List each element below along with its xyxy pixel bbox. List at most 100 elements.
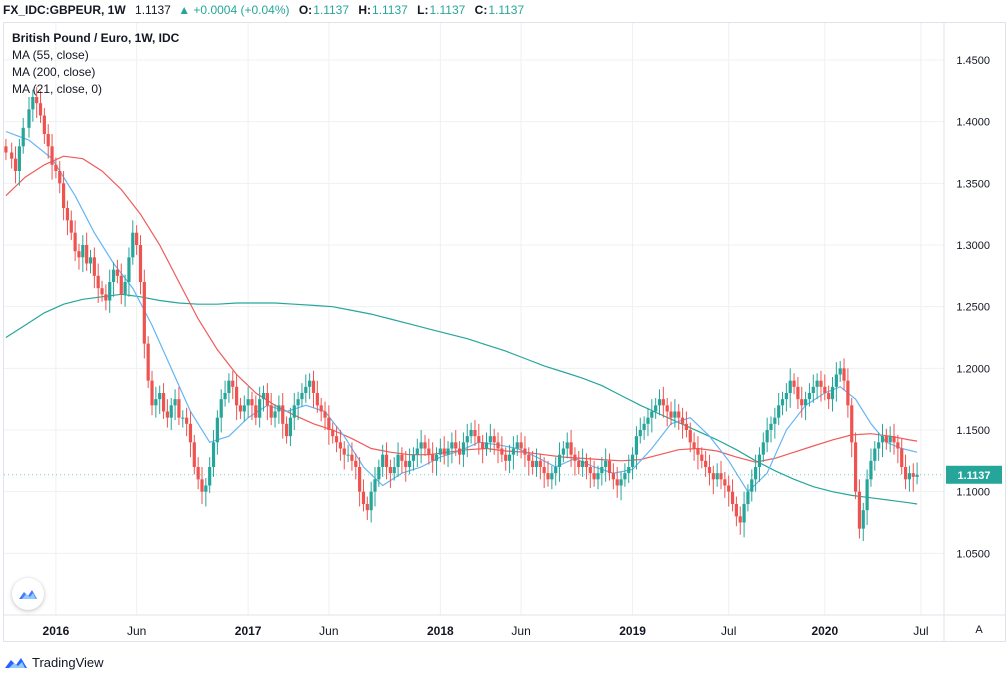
brand-name[interactable]: TradingView: [32, 654, 104, 670]
candle-body: [515, 442, 519, 449]
legend-ma55[interactable]: MA (55, close): [12, 48, 89, 62]
candle-body: [519, 442, 523, 449]
candle-body: [915, 474, 919, 477]
last-price: 1.1137: [135, 3, 171, 17]
candle-body: [38, 103, 43, 116]
y-tick-label: 1.1000: [956, 487, 990, 499]
candle-body: [388, 467, 392, 474]
candle-body: [161, 393, 166, 412]
symbol-title[interactable]: FX_IDC:GBPEUR, 1W: [3, 3, 126, 17]
candle-body: [365, 504, 369, 511]
tradingview-logo-button[interactable]: [12, 578, 44, 610]
candle-body: [434, 454, 439, 461]
candle-body: [500, 448, 504, 455]
tradingview-footer-logo-icon: [5, 658, 27, 668]
x-tick-label: Jul: [721, 624, 736, 638]
candle-body: [661, 399, 665, 406]
candle-body: [469, 430, 473, 437]
y-tick-label: 1.2500: [956, 302, 990, 314]
candle-body: [788, 380, 792, 393]
candle-body: [384, 454, 389, 467]
candle-body: [58, 171, 62, 184]
candle-body: [581, 460, 585, 467]
legend-ma21[interactable]: MA (21, close, 0): [12, 82, 103, 96]
candle-body: [730, 491, 735, 504]
candle-body: [696, 448, 700, 455]
ma200-line: [5, 293, 918, 505]
candle-body: [200, 479, 204, 492]
y-tick-label: 1.0500: [956, 548, 990, 560]
candle-body: [192, 442, 196, 467]
auto-scale-button[interactable]: A: [975, 624, 983, 636]
candle-body: [4, 146, 8, 153]
candle-body: [496, 442, 500, 449]
candle-body: [738, 516, 742, 523]
candle-body: [861, 510, 865, 529]
candle-body: [146, 343, 150, 381]
candle-body: [869, 460, 873, 480]
candle-body: [334, 436, 339, 443]
candle-body: [704, 460, 708, 467]
candle-body: [308, 380, 312, 387]
candle-body: [292, 405, 296, 418]
candle-body: [288, 417, 293, 437]
candle-body: [396, 454, 400, 467]
candle-body: [261, 393, 266, 400]
candle-body: [158, 393, 162, 400]
candle-body: [346, 454, 350, 456]
candle-body: [877, 442, 881, 449]
candle-body: [61, 183, 66, 208]
legend-ma200[interactable]: MA (200, close): [12, 65, 96, 79]
candle-body: [446, 448, 450, 455]
candle-body: [630, 454, 635, 467]
price-axis[interactable]: 1.0500 1.1000 1.1500 1.2000 1.2500 1.3000 1.35…: [956, 55, 990, 560]
candle-body: [880, 436, 885, 443]
time-axis[interactable]: 2016 Jun 2017 Jun 2018 Jun 2019 Jul 2020 Jul: [43, 624, 929, 638]
candle-body: [853, 442, 858, 492]
candle-body: [135, 232, 139, 245]
candle-body: [884, 436, 888, 443]
candle-body: [208, 467, 212, 486]
last-price-tag: 1.1137: [4, 465, 1002, 484]
candle-body: [823, 386, 827, 393]
candle-body: [85, 245, 89, 264]
candle-body: [273, 411, 277, 418]
candle-body: [442, 448, 446, 455]
candle-body: [750, 479, 754, 492]
candle-body: [17, 146, 21, 171]
candle-body: [546, 473, 550, 480]
open-label: O:: [298, 3, 313, 17]
candle-body: [711, 473, 715, 480]
candle-body: [511, 448, 516, 455]
candle-body: [296, 399, 300, 406]
x-tick-label: 2019: [619, 624, 646, 638]
symbol-header: FX_IDC:GBPEUR, 1W 1.1137 ▲ +0.0004 (+0.0…: [0, 0, 1006, 20]
price-change: +0.0004 (+0.04%): [193, 3, 290, 17]
candle-body: [250, 399, 254, 406]
candle-body: [21, 127, 25, 147]
legend-title[interactable]: British Pound / Euro, 1W, IDC: [12, 31, 180, 45]
candle-body: [408, 460, 412, 467]
candle-body: [611, 473, 615, 480]
candle-body: [231, 380, 235, 387]
candle-body: [431, 454, 435, 461]
candle-body: [634, 436, 639, 455]
candle-body: [815, 380, 819, 387]
candle-body: [900, 448, 904, 467]
candle-body: [92, 257, 96, 276]
candle-body: [742, 504, 746, 523]
candle-body: [108, 282, 112, 301]
x-tick-label: 2016: [43, 624, 70, 638]
candle-body: [615, 479, 619, 486]
candle-body: [119, 275, 123, 295]
candle-body: [523, 448, 527, 455]
candle-body: [592, 473, 596, 480]
candle-body: [411, 454, 416, 461]
candle-body: [665, 405, 669, 412]
candle-body: [81, 245, 85, 258]
candle-body: [311, 380, 316, 393]
candle-body: [27, 109, 31, 128]
ma55-line: [5, 155, 918, 463]
close-label: C:: [474, 3, 488, 17]
